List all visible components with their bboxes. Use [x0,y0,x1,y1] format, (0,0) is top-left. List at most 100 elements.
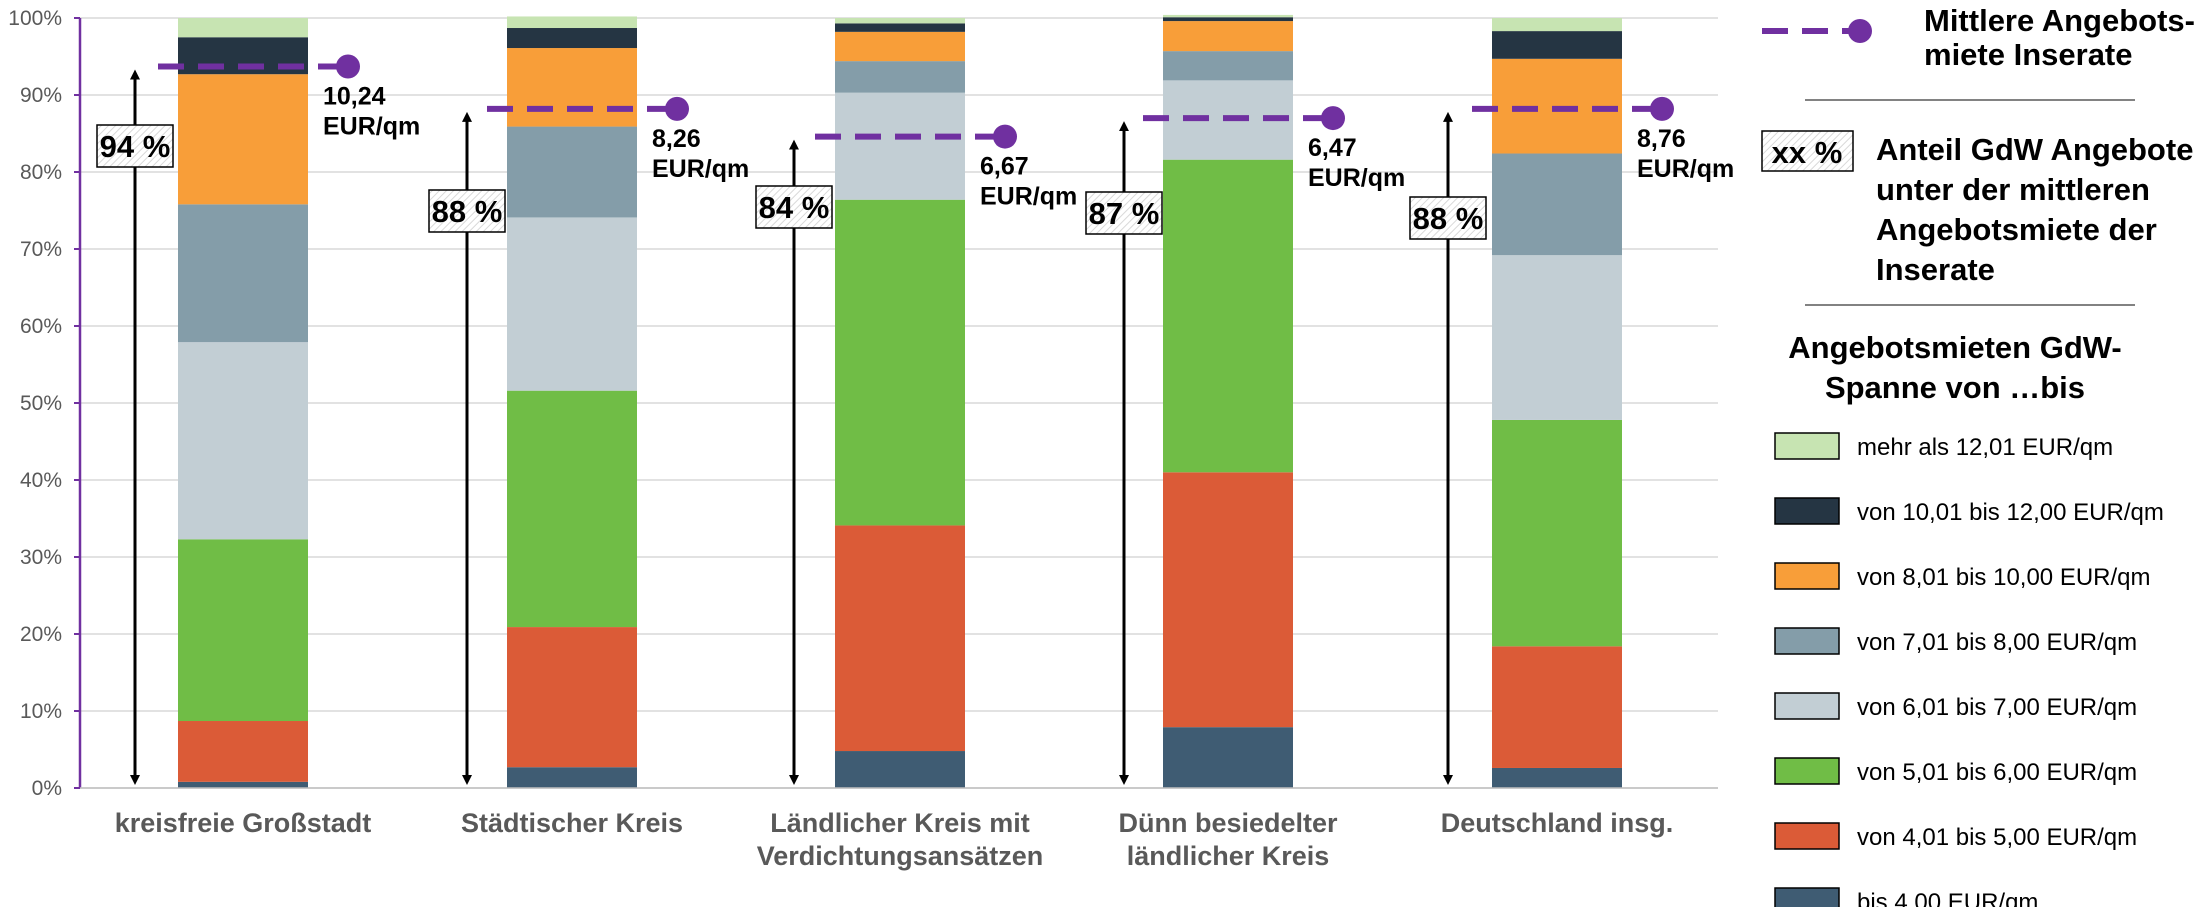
bar-segment [178,18,308,38]
mean-rent-label: EUR/qm [1308,164,1405,192]
bar-segment [507,767,637,788]
share-box [428,189,506,233]
bar-segment [1492,18,1622,32]
mean-rent-marker [665,96,689,121]
category-label: Verdichtungsansätzen [757,841,1044,871]
mean-rent-label: EUR/qm [1637,155,1734,183]
legend-mean-label: Mittlere Angebots- [1924,3,2195,38]
category-label: Deutschland insg. [1441,808,1674,838]
legend-swatch [1774,562,1840,590]
legend-item-label: von 6,01 bis 7,00 EUR/qm [1857,694,2137,721]
bar-segment [1492,767,1622,788]
share-value: 94 % [100,129,171,164]
bar-segment [835,31,965,62]
mean-rent-label: 6,47 [1308,134,1357,162]
bar-segment [1163,21,1293,52]
bar-segment [507,217,637,391]
y-tick-label: 70% [20,238,62,261]
category-label: Dünn besiedelter [1118,808,1338,838]
y-tick-label: 60% [20,315,62,338]
share-value: 88 % [1413,201,1484,236]
legend-item-label: von 4,01 bis 5,00 EUR/qm [1857,824,2137,851]
legend: Mittlere Angebots-miete Inserate xx % Ante… [1761,3,2195,907]
legend-share-text: Angebotsmiete der [1876,212,2157,247]
y-axis: 0% 10% 20% 30% 40% 50% 60% 70% 80% 90% 100% kreisfr… [8,7,1718,871]
category-label: Städtischer Kreis [461,808,683,838]
mean-rent-marker [336,54,360,79]
legend-mean-marker [1848,19,1872,43]
bar-segment [1492,646,1622,768]
bar-segment [178,721,308,782]
legend-swatch [1774,432,1840,460]
bar-segment [835,23,965,32]
y-tick-label: 100% [8,7,62,30]
legend-item-label: von 8,01 bis 10,00 EUR/qm [1857,564,2151,591]
legend-swatch [1774,757,1840,785]
bar-segment [1163,472,1293,728]
y-tick-label: 40% [20,469,62,492]
mean-rent-label: 6,67 [980,153,1029,181]
legend-share-text: Anteil GdW Angebote [1876,132,2193,167]
bar-segment [835,751,965,788]
mean-rent-label: 8,76 [1637,125,1686,153]
category-label: Ländlicher Kreis mit [770,808,1030,838]
share-box [1085,191,1163,235]
legend-item-label: mehr als 12,01 EUR/qm [1857,434,2113,461]
legend-swatch [1774,497,1840,525]
mean-rent-label: EUR/qm [980,183,1077,211]
bar-segment [178,781,308,788]
legend-section-title: Angebotsmieten GdW- [1788,330,2121,365]
bar-segment [178,204,308,343]
bar-segment [507,28,637,49]
y-tick-label: 0% [32,777,62,800]
bar-segment [835,525,965,752]
bar-segment [178,74,308,205]
bar-segment [1492,153,1622,256]
bar-segment [1492,255,1622,420]
legend-mean-label: miete Inserate [1924,37,2133,72]
y-tick-label: 50% [20,392,62,415]
mean-rent-marker [1650,96,1674,121]
bar-segment [1163,14,1293,18]
share-box [96,124,174,168]
bar-segment [1163,51,1293,81]
category-label: kreisfreie Großstadt [115,808,372,838]
mean-rent-label: EUR/qm [323,113,420,141]
legend-item-label: von 5,01 bis 6,00 EUR/qm [1857,759,2137,786]
y-tick-label: 90% [20,84,62,107]
share-value: 87 % [1089,196,1160,231]
legend-swatch [1774,627,1840,655]
share-value: 84 % [759,190,830,225]
bar-segment [1163,727,1293,788]
bar-segment [507,627,637,768]
bar-segment [835,18,965,24]
mean-rent-label: 8,26 [652,125,701,153]
bar-segment [835,61,965,93]
legend-item-label: von 7,01 bis 8,00 EUR/qm [1857,629,2137,656]
mean-rent-marker [1321,106,1345,131]
y-tick-label: 30% [20,546,62,569]
mean-rent-label: EUR/qm [652,155,749,183]
bar-segment [1492,419,1622,647]
legend-item-label: von 10,01 bis 12,00 EUR/qm [1857,499,2164,526]
bar-segment [835,92,965,200]
bar-segment [835,199,965,526]
bar-segment [1163,17,1293,22]
bar-segment [1163,159,1293,473]
share-box [1409,196,1487,240]
legend-share-text: unter der mittleren [1876,172,2150,207]
mean-rent-marker [993,124,1017,149]
bar-segment [507,390,637,628]
legend-section-title: Spanne von …bis [1825,370,2085,405]
legend-swatch [1774,887,1840,907]
bar-segment [178,539,308,722]
legend-swatch [1774,692,1840,720]
y-tick-label: 10% [20,700,62,723]
legend-share-box [1761,130,1854,172]
mean-rent-label: 10,24 [323,83,386,111]
legend-share-text: Inserate [1876,252,1995,287]
bar-segment [507,48,637,127]
bar-segment [1492,31,1622,59]
